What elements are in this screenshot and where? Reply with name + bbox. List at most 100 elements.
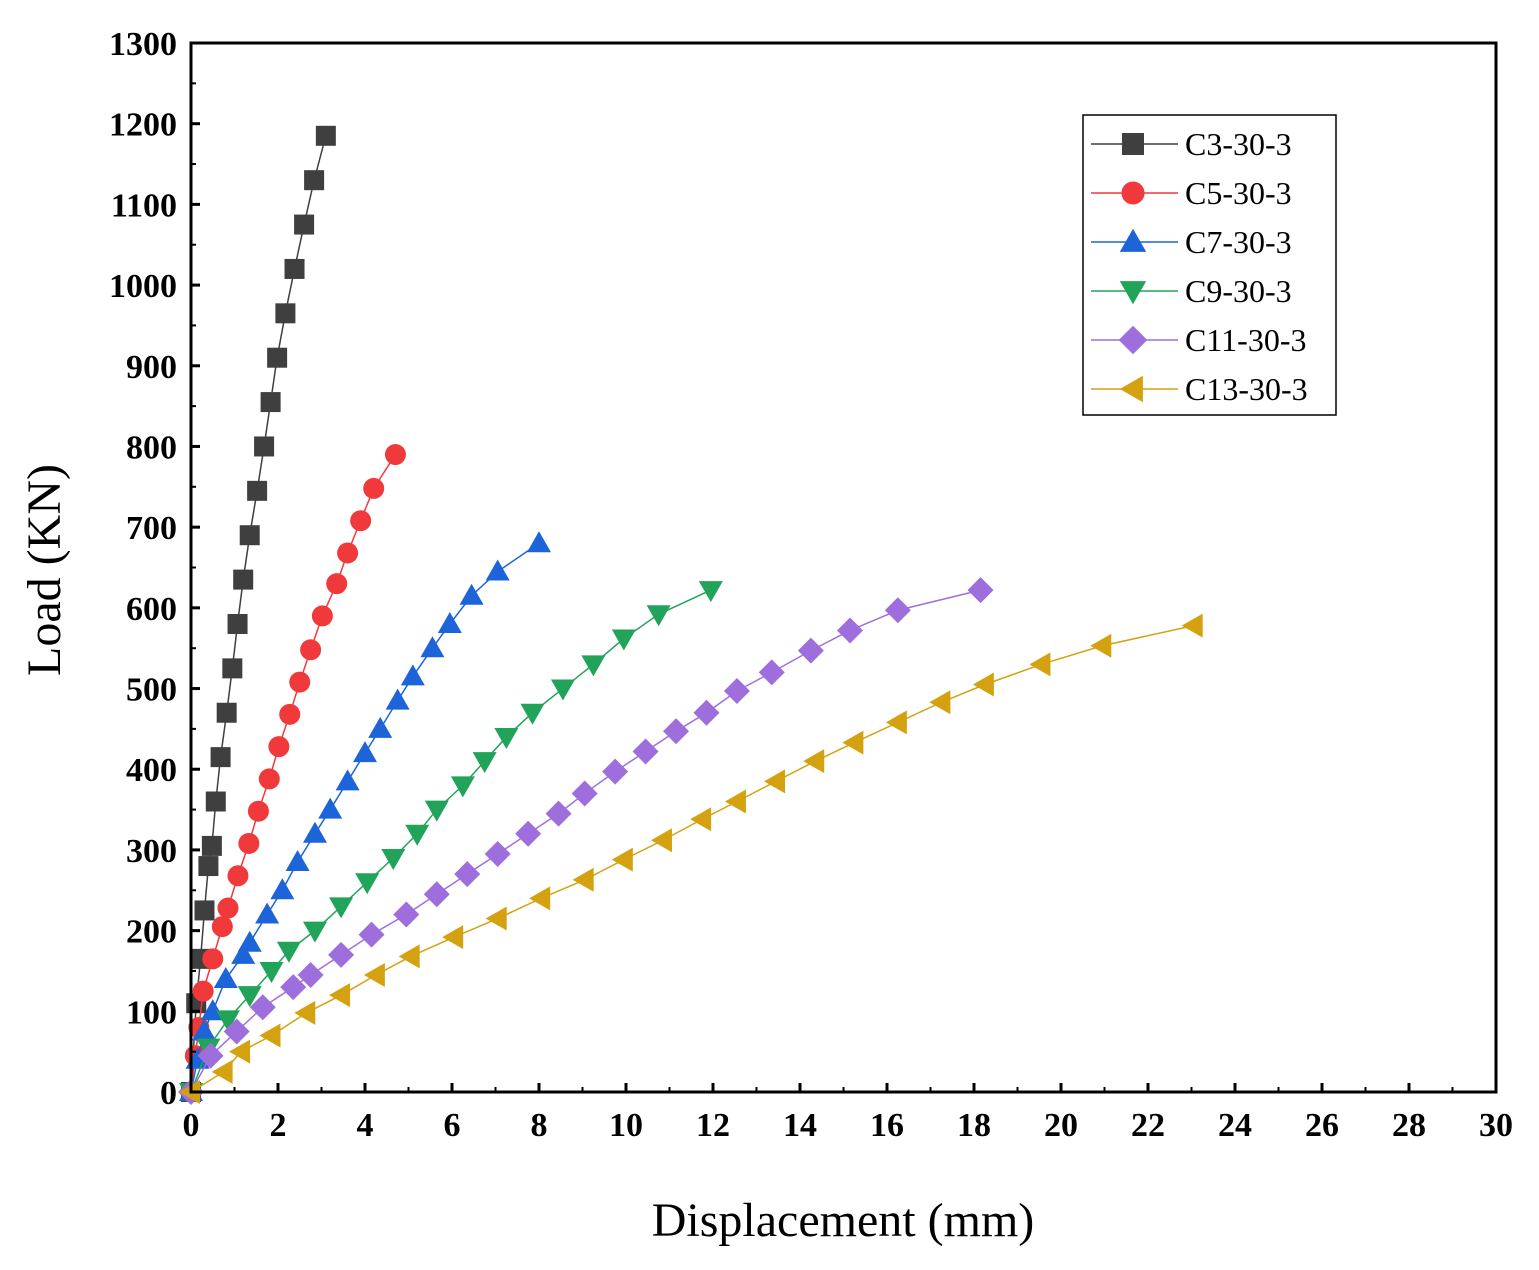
data-point [723,677,750,704]
data-point [302,921,327,943]
data-point [268,736,290,758]
y-tick-label: 300 [126,833,177,870]
data-point [690,807,712,832]
data-point [381,848,406,870]
data-point [328,941,355,968]
data-point [194,900,215,921]
data-point [229,1039,251,1064]
data-point [885,710,907,735]
data-point [494,727,519,749]
legend-marker [1118,325,1148,355]
legend-label: C13-30-3 [1185,371,1308,407]
series-C7-30-3 [179,531,551,1101]
legend-box [1082,114,1337,416]
x-tick-label: 26 [1305,1107,1339,1144]
data-point [420,636,445,658]
legend-label: C11-30-3 [1185,322,1306,358]
legend-label: C7-30-3 [1185,224,1292,260]
legend-item-C3-30-3: C3-30-3 [1091,126,1292,162]
data-point [363,962,385,987]
x-tick-label: 22 [1131,1107,1165,1144]
data-point [363,477,385,499]
x-tick-label: 24 [1218,1107,1252,1144]
data-point [581,655,606,677]
data-point [238,832,260,854]
data-point [302,821,327,843]
data-point [205,791,226,812]
data-point [423,881,450,908]
data-point [237,930,262,952]
data-point [213,967,238,989]
data-point [217,897,239,919]
data-point [231,942,256,964]
data-point [571,780,598,807]
data-point [529,886,551,911]
data-point [724,789,746,814]
data-point [294,1000,316,1025]
legend-marker [1119,228,1147,252]
data-point [472,752,497,774]
y-tick-label: 0 [160,1075,177,1112]
data-point [929,690,951,715]
data-point [210,747,231,768]
data-point [192,1019,217,1041]
series-layer [178,125,1203,1105]
x-tick-label: 6 [444,1107,461,1144]
data-point [254,436,275,457]
data-point [215,1010,240,1032]
data-point [197,1042,224,1069]
data-point [280,974,307,1001]
data-point [304,170,325,191]
x-tick-label: 2 [270,1107,287,1144]
data-point [279,703,301,725]
data-point [201,835,222,856]
data-point [275,303,296,324]
legend-item-C5-30-3: C5-30-3 [1091,175,1292,211]
y-tick-label: 1000 [109,268,177,305]
legend-label: C3-30-3 [1185,126,1292,162]
data-point [255,902,280,924]
data-point [758,659,785,686]
data-point [611,629,636,651]
data-point [385,688,410,710]
data-point [247,800,269,822]
data-point [227,613,248,634]
data-point [485,906,507,931]
series-C9-30-3 [179,581,723,1104]
x-tick-label: 4 [357,1107,374,1144]
series-C11-30-3 [178,577,994,1105]
data-point [270,878,295,900]
x-tick-label: 10 [609,1107,643,1144]
y-tick-label: 500 [126,672,177,709]
data-point [646,605,671,627]
legend: C3-30-3 C5-30-3 C7-30-3 C9-30-3 C11-30-3 C13-… [1082,114,1337,416]
data-point [437,611,462,633]
x-tick-label: 28 [1392,1107,1426,1144]
data-point [355,873,380,895]
data-point [294,214,315,235]
data-point [237,986,262,1008]
data-point [318,797,343,819]
data-point [967,577,994,604]
data-point [259,1023,281,1048]
data-point [285,850,310,872]
data-point [211,1059,233,1084]
data-point [515,820,542,847]
legend-marker [1119,375,1143,403]
data-point [284,258,305,279]
y-tick-label: 800 [126,429,177,466]
y-tick-label: 100 [126,994,177,1031]
legend-label: C5-30-3 [1185,175,1292,211]
data-point [276,941,301,963]
y-tick-label: 200 [126,914,177,951]
y-tick-label: 1300 [109,26,177,63]
data-point [459,583,484,605]
data-point [650,828,672,853]
legend-label: C9-30-3 [1185,273,1292,309]
y-tick-label: 400 [126,752,177,789]
legend-item-C9-30-3: C9-30-3 [1091,273,1292,309]
data-point [693,699,720,726]
y-tick-label: 600 [126,591,177,628]
data-point [202,948,224,970]
data-point [239,525,260,546]
